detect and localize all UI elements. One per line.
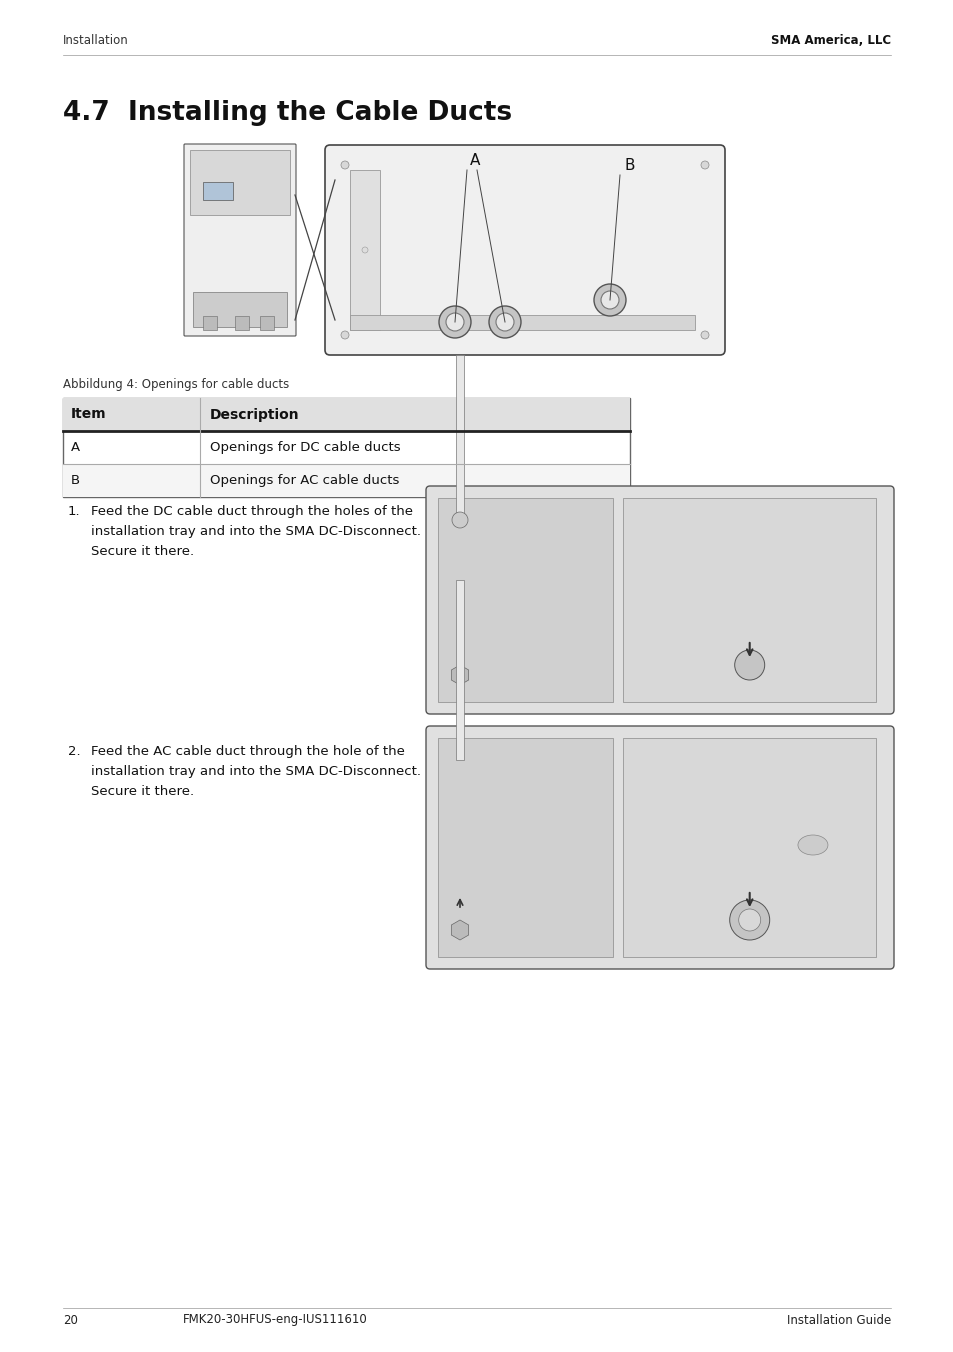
Text: Openings for DC cable ducts: Openings for DC cable ducts xyxy=(210,441,400,454)
Circle shape xyxy=(340,331,349,339)
Circle shape xyxy=(700,161,708,169)
Circle shape xyxy=(734,650,764,680)
Text: Installation: Installation xyxy=(63,34,129,46)
Text: B: B xyxy=(624,158,635,173)
Bar xyxy=(456,580,463,760)
Circle shape xyxy=(738,909,760,932)
Text: 2.: 2. xyxy=(68,745,81,758)
Text: Description: Description xyxy=(210,407,299,422)
Bar xyxy=(437,738,612,957)
Text: Abbildung 4: Openings for cable ducts: Abbildung 4: Openings for cable ducts xyxy=(63,379,289,391)
Bar xyxy=(63,397,629,431)
Circle shape xyxy=(729,900,769,940)
Text: Feed the AC cable duct through the hole of the
installation tray and into the SM: Feed the AC cable duct through the hole … xyxy=(91,745,420,798)
Circle shape xyxy=(600,291,618,310)
Bar xyxy=(350,170,379,330)
Text: 4.7  Installing the Cable Ducts: 4.7 Installing the Cable Ducts xyxy=(63,100,512,126)
Text: 20: 20 xyxy=(63,1314,78,1326)
Text: FMK20-30HFUS-eng-IUS111610: FMK20-30HFUS-eng-IUS111610 xyxy=(183,1314,367,1326)
Text: Item: Item xyxy=(71,407,107,422)
Text: A: A xyxy=(71,441,80,454)
Bar xyxy=(260,316,274,330)
Bar xyxy=(234,316,249,330)
Bar xyxy=(622,498,875,702)
Text: B: B xyxy=(71,475,80,487)
Text: A: A xyxy=(469,153,479,168)
Circle shape xyxy=(446,314,463,331)
FancyBboxPatch shape xyxy=(426,726,893,969)
Bar xyxy=(193,292,287,327)
Bar xyxy=(437,498,612,702)
Circle shape xyxy=(700,331,708,339)
Text: Openings for AC cable ducts: Openings for AC cable ducts xyxy=(210,475,399,487)
Circle shape xyxy=(361,247,368,253)
Text: Feed the DC cable duct through the holes of the
installation tray and into the S: Feed the DC cable duct through the holes… xyxy=(91,506,420,558)
Circle shape xyxy=(489,306,520,338)
Circle shape xyxy=(340,161,349,169)
Bar xyxy=(203,183,233,200)
Text: SMA America, LLC: SMA America, LLC xyxy=(770,34,890,46)
FancyBboxPatch shape xyxy=(426,485,893,714)
Bar xyxy=(63,397,629,498)
FancyBboxPatch shape xyxy=(184,145,295,337)
Polygon shape xyxy=(350,315,695,330)
Ellipse shape xyxy=(797,836,827,854)
Circle shape xyxy=(594,284,625,316)
Bar xyxy=(63,464,629,498)
Bar xyxy=(190,150,290,215)
FancyBboxPatch shape xyxy=(325,145,724,356)
Circle shape xyxy=(496,314,514,331)
Text: 1.: 1. xyxy=(68,506,81,518)
Bar xyxy=(203,316,216,330)
Bar xyxy=(622,738,875,957)
Text: Installation Guide: Installation Guide xyxy=(786,1314,890,1326)
Circle shape xyxy=(438,306,471,338)
Circle shape xyxy=(452,512,468,529)
Bar xyxy=(456,356,463,521)
